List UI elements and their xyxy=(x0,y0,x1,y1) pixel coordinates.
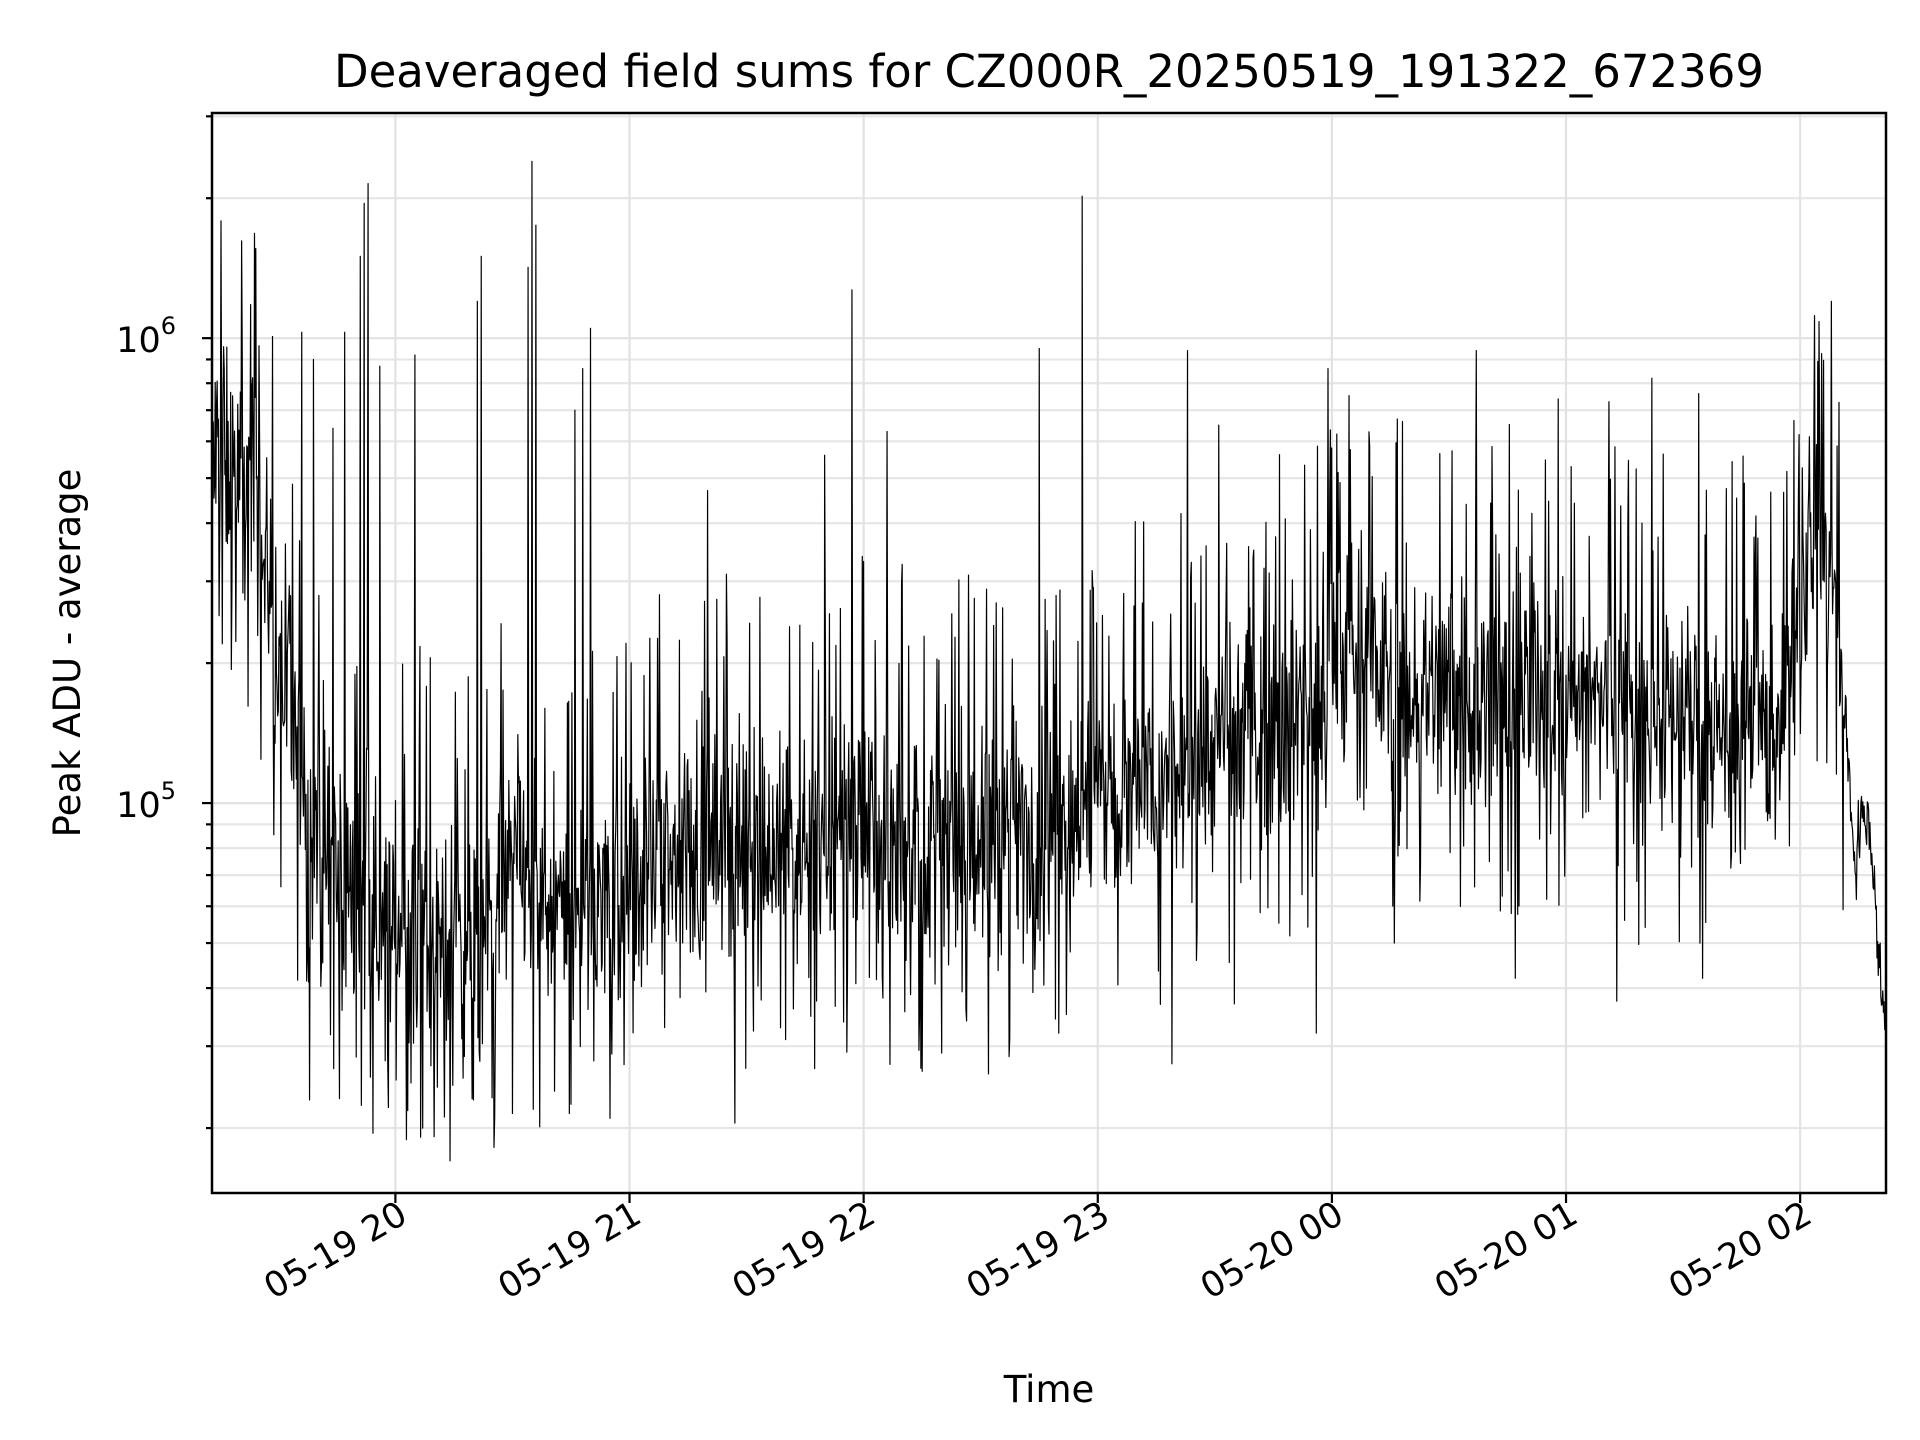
y-tick-label-base: 10 xyxy=(116,786,161,826)
y-tick-label-exponent: 6 xyxy=(161,312,176,340)
chart-title: Deaveraged field sums for CZ000R_2025051… xyxy=(334,45,1764,98)
y-axis-label: Peak ADU - average xyxy=(46,469,89,838)
y-tick-label: 105 xyxy=(116,777,176,826)
x-axis-label: Time xyxy=(1003,1368,1095,1411)
y-tick-label-exponent: 5 xyxy=(161,777,176,805)
grid xyxy=(212,113,1886,1193)
series-line xyxy=(211,160,1887,1162)
y-tick-label: 106 xyxy=(116,312,176,361)
plot-frame xyxy=(210,111,1888,1195)
y-tick-label-base: 10 xyxy=(116,321,161,361)
series-layer xyxy=(211,160,1887,1162)
